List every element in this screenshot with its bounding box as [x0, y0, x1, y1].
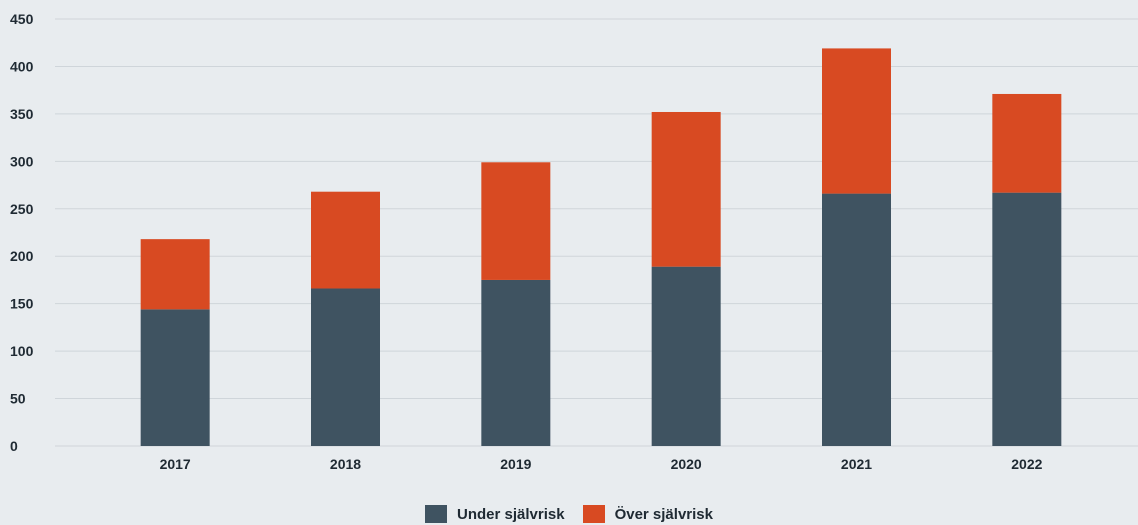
x-tick-label-2022: 2022	[1011, 456, 1042, 472]
bar-2017-series-1	[140, 239, 210, 310]
grid-lines	[55, 18, 1138, 447]
y-tick-label-200: 200	[10, 248, 34, 264]
x-axis-tick-labels: 2017 2018 2019 2020 2021 2022	[160, 456, 1043, 472]
bar-2020-series-1	[651, 111, 721, 267]
x-tick-label-2018: 2018	[330, 456, 361, 472]
y-tick-label-100: 100	[10, 343, 34, 359]
bar-2022-series-0	[992, 192, 1062, 446]
x-tick-label-2020: 2020	[671, 456, 702, 472]
y-tick-label-50: 50	[10, 391, 26, 407]
x-tick-label-2021: 2021	[841, 456, 872, 472]
y-tick-label-0: 0	[10, 438, 18, 454]
bar-2019-series-0	[481, 279, 551, 446]
x-tick-label-2017: 2017	[160, 456, 191, 472]
bar-2018-series-1	[311, 191, 380, 289]
legend-item-over: Över självrisk	[582, 505, 713, 523]
legend-item-under: Under självrisk	[425, 505, 565, 523]
x-tick-label-2019: 2019	[500, 456, 531, 472]
y-tick-label-400: 400	[10, 58, 34, 74]
bar-2018-series-0	[311, 288, 380, 446]
y-tick-label-450: 450	[10, 11, 34, 27]
y-tick-label-300: 300	[10, 153, 34, 169]
legend-swatch-over	[582, 505, 605, 523]
y-axis-tick-labels: 0 50 100 150 200 250 300 350 400 450	[10, 11, 34, 454]
y-tick-label-350: 350	[10, 106, 34, 122]
legend-label-over: Över självrisk	[614, 505, 713, 523]
legend-swatch-under	[425, 505, 447, 523]
bar-2021-series-0	[822, 193, 891, 446]
bar-2022-series-1	[992, 93, 1062, 193]
bar-2020-series-0	[651, 266, 721, 446]
bar-2021-series-1	[822, 48, 891, 194]
bars	[140, 48, 1062, 446]
legend: Under självrisk Över självrisk	[0, 505, 1138, 523]
legend-label-under: Under självrisk	[457, 505, 565, 523]
bar-2017-series-0	[140, 309, 210, 446]
y-tick-label-250: 250	[10, 201, 34, 217]
bar-2019-series-1	[481, 162, 551, 280]
y-tick-label-150: 150	[10, 296, 34, 312]
